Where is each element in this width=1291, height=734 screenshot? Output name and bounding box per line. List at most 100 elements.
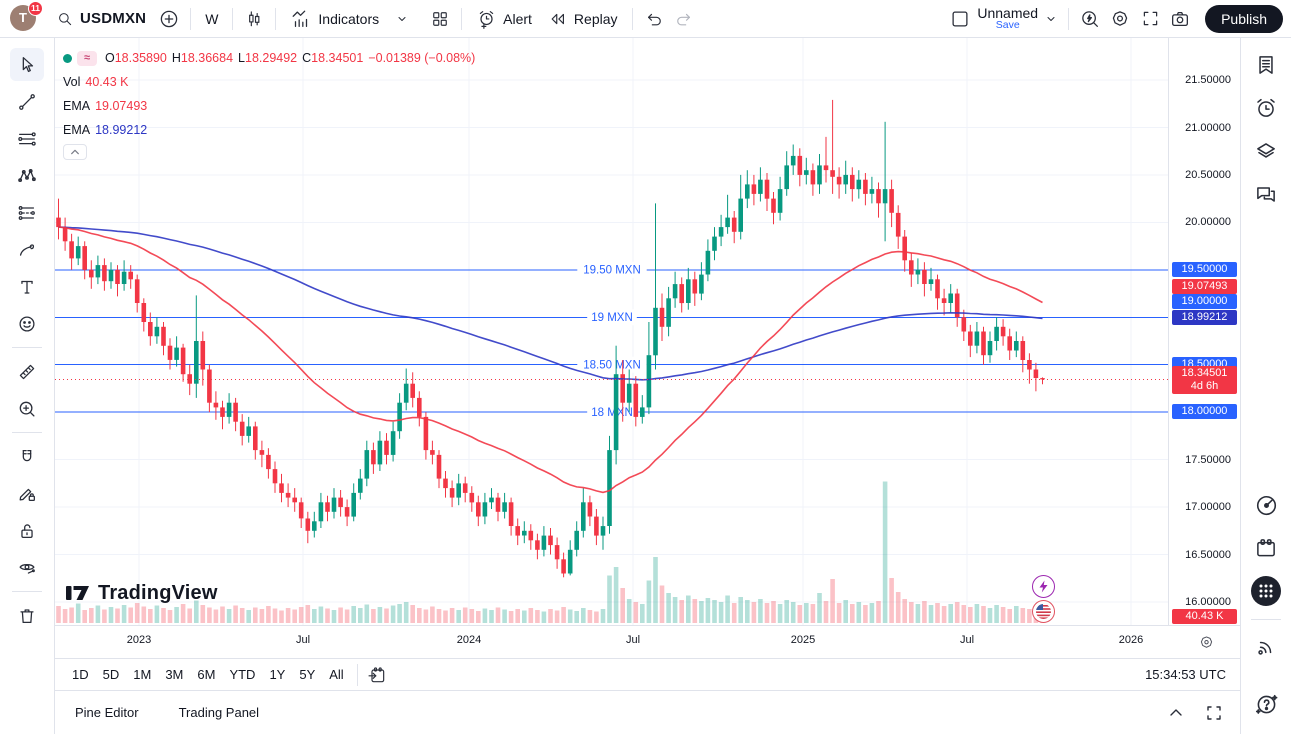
- symbol-legend-row[interactable]: ≈ O18.35890 H18.36684 L18.29492 C18.3450…: [63, 46, 475, 70]
- divider: [1251, 619, 1281, 620]
- candle-style-button[interactable]: [239, 4, 269, 34]
- calendar-icon: [1253, 535, 1279, 561]
- chart-canvas[interactable]: 19.50 MXN 19 MXN 18.50 MXN 18 MXN ≈ O18.358…: [55, 38, 1168, 625]
- alert-button[interactable]: Alert: [468, 4, 540, 34]
- apps-menu-button[interactable]: [1247, 572, 1285, 610]
- chat-button[interactable]: [1247, 175, 1285, 213]
- price-axis-label: 19.07493: [1172, 279, 1237, 294]
- timeframe-button[interactable]: W: [197, 4, 226, 34]
- ohlc-high-label: H: [171, 51, 181, 65]
- remove-drawings-button[interactable]: [10, 599, 44, 632]
- quick-search-button[interactable]: [1075, 4, 1105, 34]
- fib-tool-button[interactable]: [10, 122, 44, 155]
- multichart-layout-button[interactable]: [425, 4, 455, 34]
- time-tick: Jul: [959, 634, 975, 646]
- alerts-panel-button[interactable]: [1247, 89, 1285, 127]
- user-menu-button[interactable]: T 11: [10, 0, 43, 33]
- settings-button[interactable]: [1105, 4, 1135, 34]
- indicators-button[interactable]: Indicators: [282, 4, 387, 34]
- text-icon: [16, 276, 38, 298]
- streams-button[interactable]: [1247, 628, 1285, 666]
- instant-trading-button[interactable]: [1032, 575, 1055, 598]
- clock[interactable]: 15:34:53 UTC: [1145, 667, 1226, 682]
- time-axis[interactable]: 2023 Jul 2024 Jul 2025 Jul 2026: [55, 625, 1240, 658]
- cursor-tool-button[interactable]: [10, 48, 44, 81]
- volume-legend-row[interactable]: Vol 40.43 K: [63, 70, 475, 94]
- alert-clock-icon: [476, 8, 497, 29]
- trend-line-tool-button[interactable]: [10, 85, 44, 118]
- panel-maximize-button[interactable]: [1202, 701, 1226, 725]
- range-button-1y[interactable]: 1Y: [262, 663, 292, 687]
- symbol-search-button[interactable]: USDMXN: [48, 4, 154, 34]
- undo-button[interactable]: [639, 4, 669, 34]
- calendar-button[interactable]: [1247, 529, 1285, 567]
- range-button-all[interactable]: All: [322, 663, 350, 687]
- notification-badge: 11: [28, 0, 43, 16]
- ema-slow-legend-row[interactable]: EMA 18.99212: [63, 118, 475, 142]
- hide-drawings-button[interactable]: [10, 551, 44, 584]
- pattern-tool-button[interactable]: [10, 159, 44, 192]
- bottom-panel: Pine Editor Trading Panel: [55, 690, 1240, 734]
- ruler-icon: [16, 361, 38, 383]
- layout-menu-button[interactable]: [1040, 4, 1062, 34]
- range-button-5d[interactable]: 5D: [96, 663, 127, 687]
- price-axis[interactable]: 21.50000 21.00000 20.50000 20.00000 17.50000…: [1168, 38, 1240, 625]
- range-button-6m[interactable]: 6M: [190, 663, 222, 687]
- range-button-5y[interactable]: 5Y: [292, 663, 322, 687]
- divider: [631, 7, 633, 30]
- save-layout-button[interactable]: Unnamed Save: [975, 4, 1040, 32]
- tradingview-logo[interactable]: TradingView: [65, 581, 218, 605]
- price-tick: 20.50000: [1185, 168, 1231, 181]
- price-axis-label: 19.50000: [1172, 261, 1237, 277]
- alarm-clock-icon: [1253, 95, 1279, 121]
- indicator-templates-button[interactable]: [387, 4, 417, 34]
- magnet-tool-button[interactable]: [10, 440, 44, 473]
- text-tool-button[interactable]: [10, 270, 44, 303]
- range-button-1d[interactable]: 1D: [65, 663, 96, 687]
- layout-name: Unnamed: [977, 4, 1039, 21]
- range-button-3m[interactable]: 3M: [158, 663, 190, 687]
- object-tree-button[interactable]: [1247, 132, 1285, 170]
- axis-settings-gear-icon[interactable]: [1198, 634, 1215, 651]
- time-tick: 2025: [790, 634, 816, 646]
- pine-editor-tab[interactable]: Pine Editor: [69, 705, 145, 720]
- range-button-1m[interactable]: 1M: [126, 663, 158, 687]
- lock-drawings-button[interactable]: [10, 514, 44, 547]
- drawing-sync-button[interactable]: [10, 477, 44, 510]
- ohlc-open-value: 18.35890: [114, 51, 167, 65]
- help-button[interactable]: [1247, 685, 1285, 723]
- lightning-icon: [1038, 580, 1049, 593]
- range-button-ytd[interactable]: YTD: [222, 663, 262, 687]
- ema-slow-value: 18.99212: [95, 123, 148, 137]
- svg-text:18.50 MXN: 18.50 MXN: [583, 360, 641, 372]
- layout-select-button[interactable]: [945, 4, 975, 34]
- panel-expand-up-button[interactable]: [1164, 701, 1188, 725]
- measure-tool-button[interactable]: [10, 355, 44, 388]
- projection-tool-button[interactable]: [10, 196, 44, 229]
- fullscreen-button[interactable]: [1135, 4, 1165, 34]
- watchlist-button[interactable]: [1247, 46, 1285, 84]
- divider: [356, 663, 358, 686]
- grid-layout-icon: [430, 9, 450, 29]
- brush-icon: [16, 239, 38, 261]
- time-tick: 2024: [456, 634, 482, 646]
- price-tick: 17.00000: [1185, 501, 1231, 514]
- radar-icon: [1253, 492, 1280, 519]
- chevron-down-icon: [1045, 13, 1057, 25]
- publish-button[interactable]: Publish: [1205, 4, 1283, 33]
- go-to-date-button[interactable]: [364, 662, 390, 688]
- ema-fast-legend-row[interactable]: EMA 19.07493: [63, 94, 475, 118]
- zoom-in-tool-button[interactable]: [10, 392, 44, 425]
- symbol-flag-button[interactable]: [1032, 600, 1055, 623]
- collapse-legend-button[interactable]: [63, 144, 87, 160]
- replay-button[interactable]: Replay: [540, 4, 626, 34]
- compare-add-button[interactable]: [154, 4, 184, 34]
- emoji-tool-button[interactable]: [10, 307, 44, 340]
- screener-button[interactable]: [1247, 486, 1285, 524]
- brush-tool-button[interactable]: [10, 233, 44, 266]
- redo-button[interactable]: [669, 4, 699, 34]
- gear-icon: [1109, 8, 1131, 30]
- snapshot-button[interactable]: [1165, 4, 1195, 34]
- search-icon: [56, 10, 74, 28]
- trading-panel-tab[interactable]: Trading Panel: [173, 705, 265, 720]
